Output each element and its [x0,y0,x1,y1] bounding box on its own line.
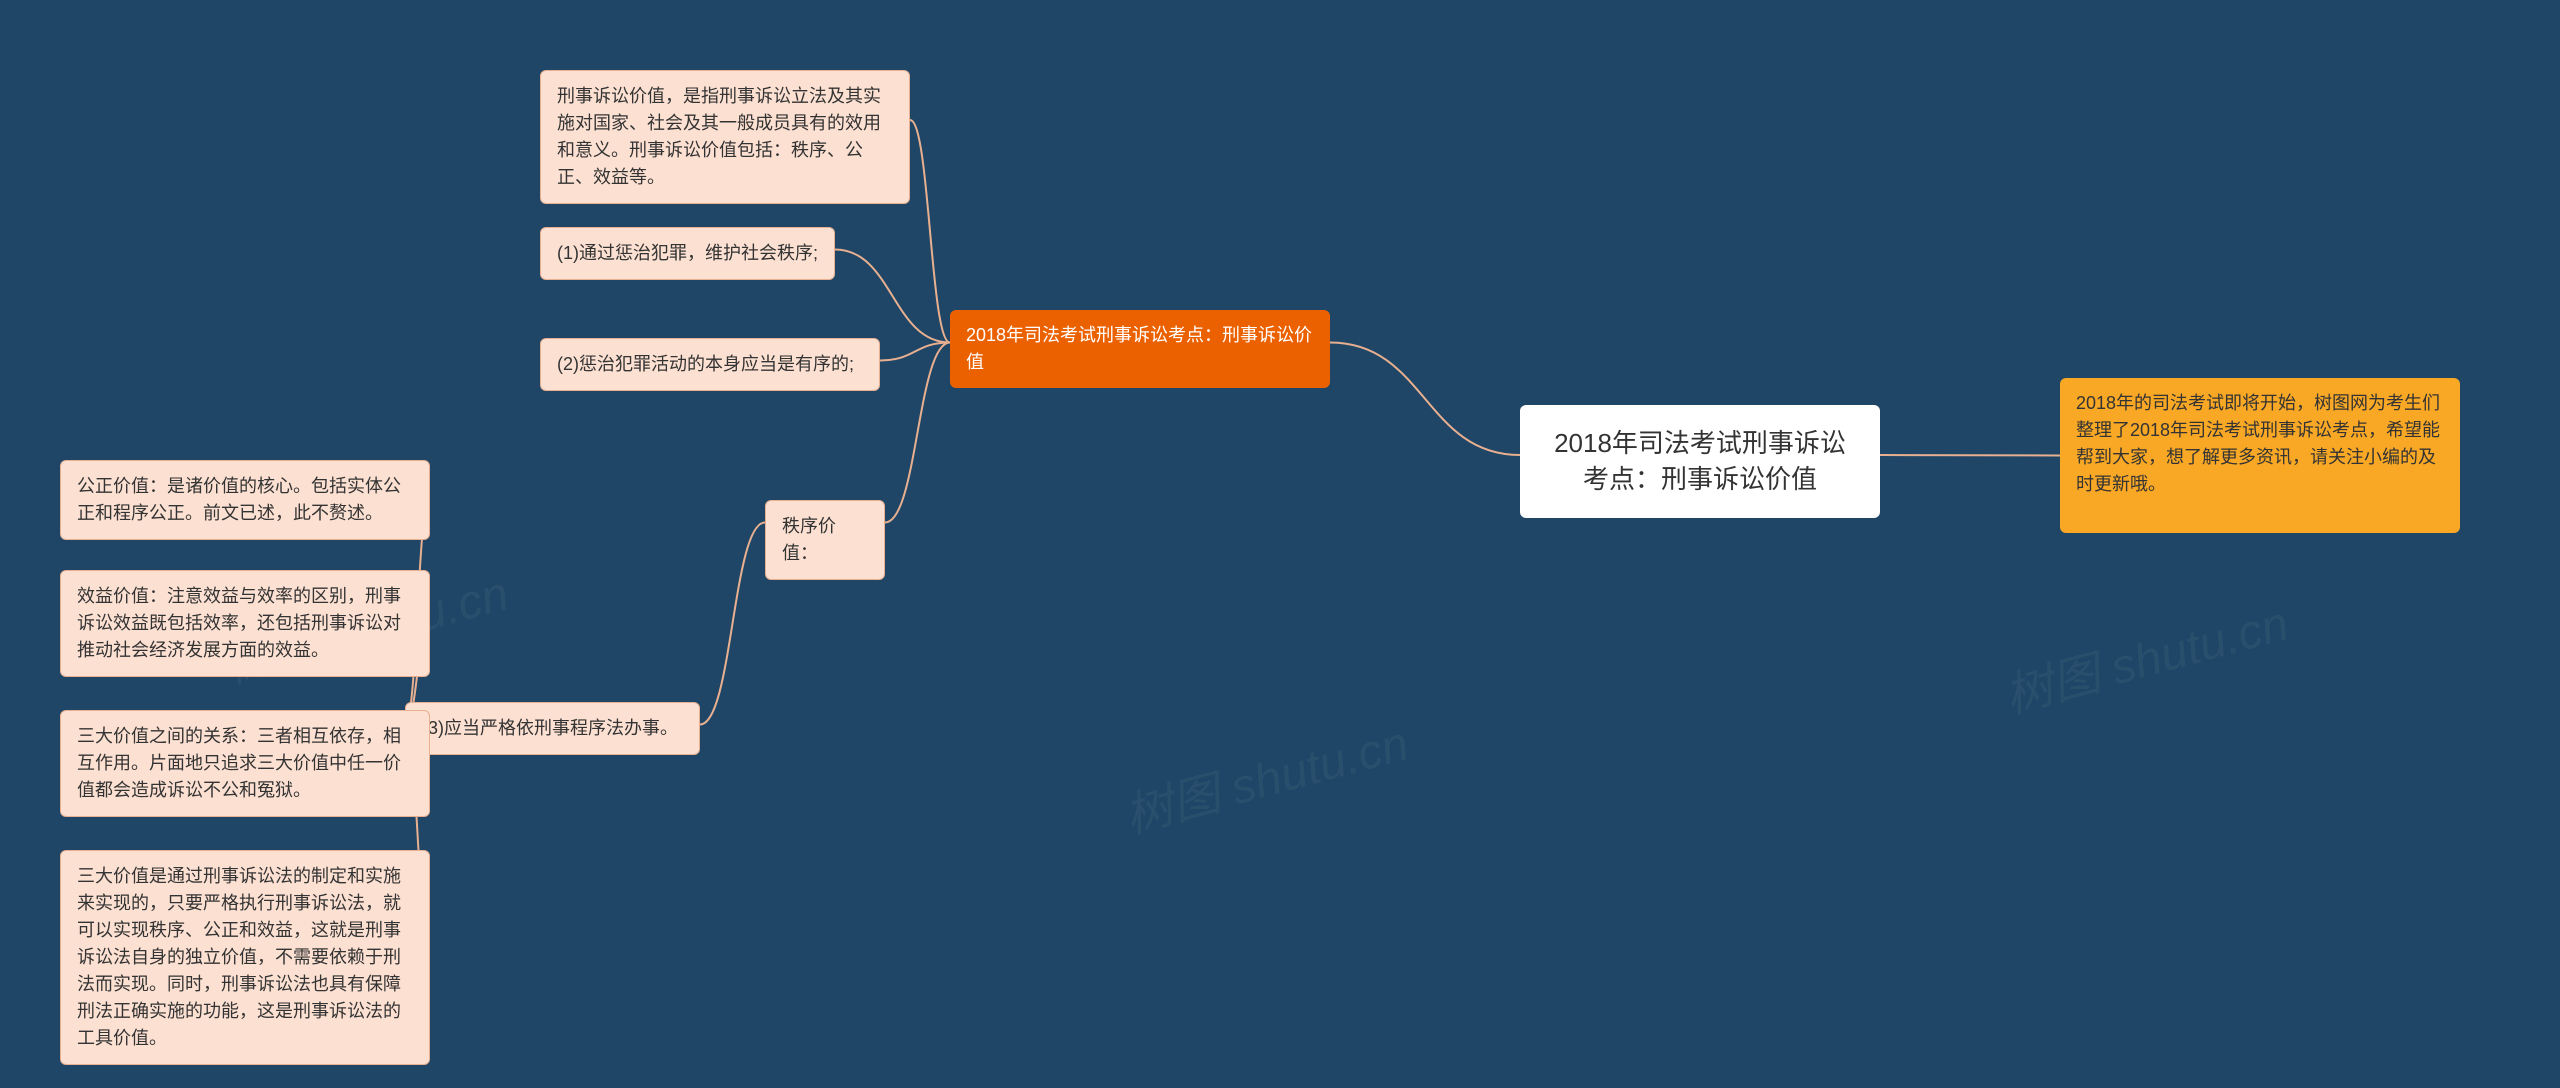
relation-node[interactable]: 三大价值之间的关系：三者相互依存，相互作用。片面地只追求三大价值中任一价值都会造… [60,710,430,817]
watermark: 树图 shutu.cn [1116,704,1415,847]
justice-node[interactable]: 公正价值：是诸价值的核心。包括实体公正和程序公正。前文已述，此不赘述。 [60,460,430,540]
order-item-2[interactable]: (2)惩治犯罪活动的本身应当是有序的; [540,338,880,391]
order-item-3[interactable]: (3)应当严格依刑事程序法办事。 [405,702,700,755]
order-item-1[interactable]: (1)通过惩治犯罪，维护社会秩序; [540,227,835,280]
heading-node[interactable]: 2018年司法考试刑事诉讼考点：刑事诉讼价值 [950,310,1330,388]
mindmap-root[interactable]: 2018年司法考试刑事诉讼考点：刑事诉讼价值 [1520,405,1880,518]
watermark: 树图 shutu.cn [1996,584,2295,727]
definition-node[interactable]: 刑事诉讼价值，是指刑事诉讼立法及其实施对国家、社会及其一般成员具有的效用和意义。… [540,70,910,204]
efficiency-node[interactable]: 效益价值：注意效益与效率的区别，刑事诉讼效益既包括效率，还包括刑事诉讼对推动社会… [60,570,430,677]
order-label-node[interactable]: 秩序价值： [765,500,885,580]
independent-node[interactable]: 三大价值是通过刑事诉讼法的制定和实施来实现的，只要严格执行刑事诉讼法，就可以实现… [60,850,430,1065]
intro-node[interactable]: 2018年的司法考试即将开始，树图网为考生们整理了2018年司法考试刑事诉讼考点… [2060,378,2460,533]
